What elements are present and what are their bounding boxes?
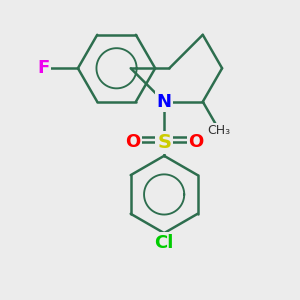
Text: O: O bbox=[125, 133, 140, 151]
Text: N: N bbox=[157, 93, 172, 111]
Text: Cl: Cl bbox=[154, 234, 174, 252]
Text: S: S bbox=[157, 133, 171, 152]
Text: O: O bbox=[188, 133, 203, 151]
Text: F: F bbox=[37, 59, 49, 77]
Text: CH₃: CH₃ bbox=[208, 124, 231, 137]
